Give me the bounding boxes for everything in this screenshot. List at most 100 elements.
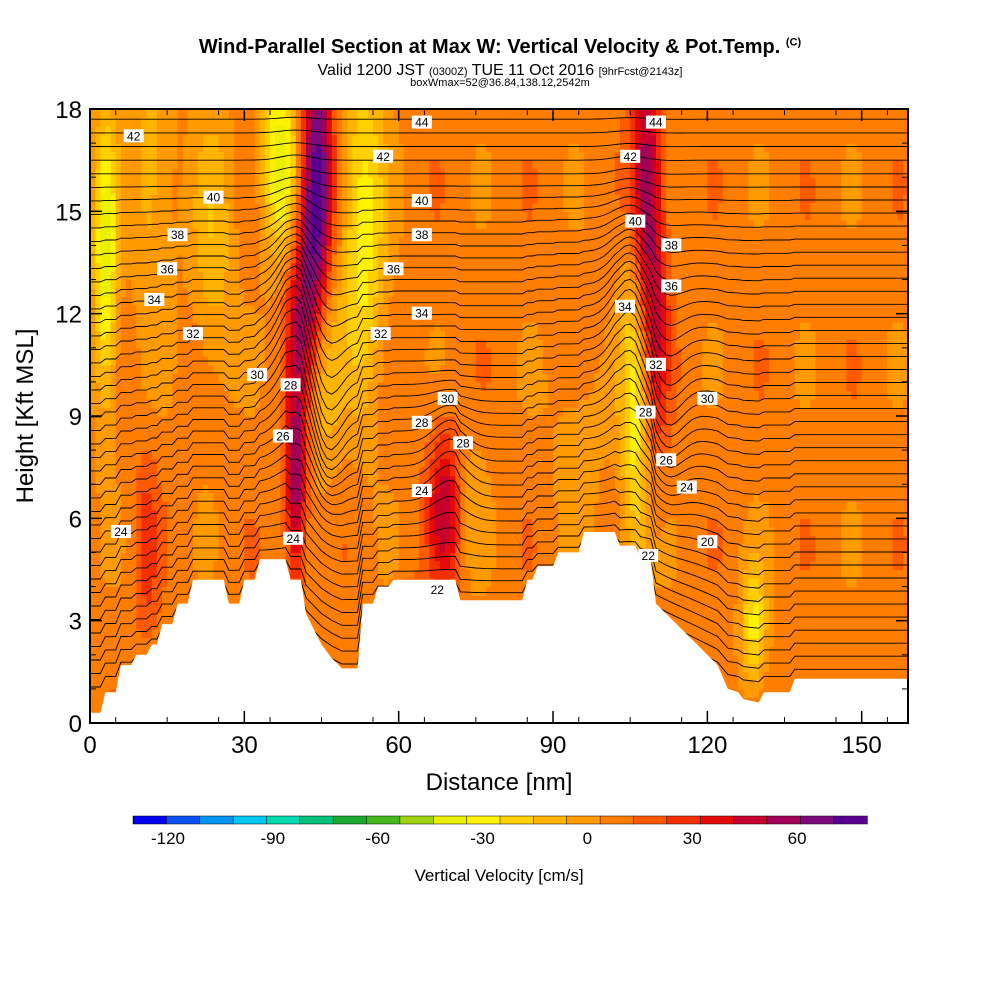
- velocity-cell: [342, 168, 348, 178]
- velocity-cell: [295, 254, 302, 264]
- velocity-cell: [367, 561, 374, 571]
- velocity-cell: [409, 296, 415, 306]
- velocity-cell: [177, 424, 184, 434]
- velocity-cell: [187, 194, 194, 204]
- velocity-cell: [151, 330, 158, 340]
- velocity-cell: [300, 398, 307, 408]
- velocity-cell: [347, 322, 353, 332]
- velocity-cell: [234, 586, 240, 596]
- velocity-cell: [403, 219, 410, 229]
- velocity-cell: [419, 458, 425, 468]
- velocity-cell: [90, 168, 96, 178]
- velocity-cell: [424, 492, 431, 502]
- velocity-cell: [429, 364, 436, 374]
- velocity-cell: [182, 561, 189, 571]
- velocity-cell: [90, 501, 96, 511]
- velocity-cell: [285, 271, 292, 281]
- velocity-cell: [275, 552, 281, 562]
- velocity-cell: [259, 543, 266, 553]
- velocity-cell: [120, 185, 127, 195]
- velocity-cell: [162, 143, 168, 153]
- velocity-cell: [393, 509, 400, 519]
- velocity-cell: [403, 296, 410, 306]
- velocity-cell: [182, 305, 189, 315]
- velocity-cell: [244, 561, 250, 571]
- velocity-cell: [383, 484, 389, 494]
- velocity-cell: [342, 109, 348, 119]
- velocity-cell: [187, 492, 194, 502]
- velocity-cell: [100, 271, 106, 281]
- velocity-cell: [90, 313, 96, 323]
- velocity-cell: [90, 578, 96, 588]
- velocity-cell: [326, 595, 333, 605]
- velocity-cell: [321, 109, 328, 119]
- velocity-cell: [285, 398, 292, 408]
- velocity-cell: [208, 296, 214, 306]
- velocity-cell: [244, 305, 250, 315]
- velocity-cell: [172, 288, 178, 298]
- velocity-cell: [285, 151, 292, 161]
- velocity-cell: [362, 330, 369, 340]
- velocity-cell: [208, 288, 214, 298]
- velocity-cell: [218, 160, 225, 170]
- velocity-cell: [393, 561, 400, 571]
- velocity-cell: [95, 364, 101, 374]
- velocity-cell: [409, 398, 415, 408]
- velocity-cell: [285, 305, 292, 315]
- velocity-cell: [162, 202, 168, 212]
- velocity-cell: [115, 535, 122, 545]
- velocity-cell: [295, 433, 302, 443]
- velocity-cell: [198, 109, 204, 119]
- velocity-cell: [419, 569, 425, 579]
- velocity-cell: [347, 134, 353, 144]
- velocity-cell: [414, 543, 420, 553]
- velocity-cell: [280, 117, 287, 127]
- velocity-cell: [388, 211, 395, 221]
- velocity-cell: [367, 202, 374, 212]
- velocity-cell: [388, 364, 395, 374]
- velocity-cell: [367, 185, 374, 195]
- velocity-cell: [290, 339, 297, 349]
- velocity-cell: [316, 254, 323, 264]
- velocity-cell: [424, 211, 431, 221]
- velocity-cell: [146, 228, 153, 238]
- velocity-cell: [264, 458, 271, 468]
- valid-utc: (0300Z): [428, 66, 468, 78]
- velocity-cell: [311, 398, 317, 408]
- velocity-cell: [208, 347, 214, 357]
- velocity-cell: [347, 219, 353, 229]
- velocity-cell: [331, 501, 338, 511]
- velocity-cell: [378, 168, 384, 178]
- velocity-cell: [126, 364, 132, 374]
- velocity-cell: [275, 117, 281, 127]
- velocity-cell: [393, 569, 400, 579]
- velocity-cell: [264, 271, 271, 281]
- velocity-cell: [352, 612, 359, 622]
- velocity-cell: [100, 671, 106, 681]
- velocity-cell: [162, 126, 168, 136]
- velocity-cell: [275, 339, 281, 349]
- velocity-cell: [177, 458, 184, 468]
- velocity-cell: [162, 381, 168, 391]
- velocity-cell: [136, 620, 142, 630]
- velocity-cell: [357, 347, 364, 357]
- velocity-cell: [352, 313, 359, 323]
- velocity-cell: [424, 168, 431, 178]
- velocity-cell: [182, 569, 189, 579]
- velocity-cell: [388, 381, 395, 391]
- velocity-cell: [424, 143, 431, 153]
- velocity-cell: [419, 364, 425, 374]
- velocity-cell: [357, 168, 364, 178]
- velocity-cell: [254, 347, 261, 357]
- velocity-cell: [187, 160, 194, 170]
- velocity-cell: [146, 433, 153, 443]
- velocity-cell: [182, 296, 189, 306]
- velocity-cell: [362, 245, 369, 255]
- velocity-cell: [373, 552, 379, 562]
- velocity-cell: [306, 109, 312, 119]
- velocity-cell: [120, 254, 127, 264]
- velocity-cell: [228, 211, 235, 221]
- velocity-cell: [336, 177, 343, 187]
- velocity-cell: [275, 288, 281, 298]
- velocity-cell: [342, 279, 348, 289]
